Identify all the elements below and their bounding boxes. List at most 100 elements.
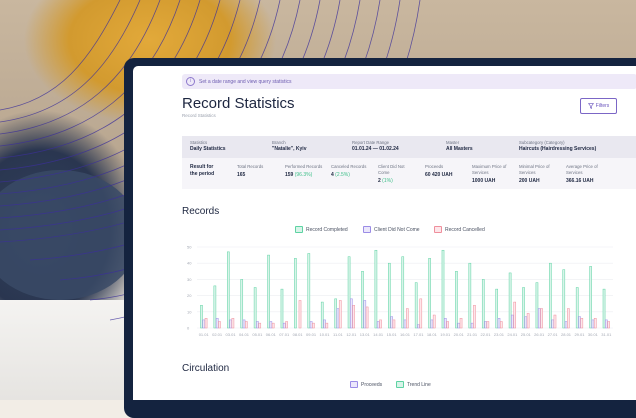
bar-record-cancelled (312, 322, 315, 329)
x-tick-label: 20.01 (454, 332, 465, 337)
bar-record-cancelled (499, 321, 503, 329)
bar-record-cancelled (513, 301, 517, 329)
filters-label: Filters (595, 103, 610, 109)
info-notice: i Set a date range and view query statis… (182, 74, 636, 89)
bar-record-cancelled (526, 313, 530, 329)
y-tick-label: 0 (187, 326, 190, 331)
legend-proceeds[interactable]: Proceeds (350, 381, 382, 388)
bar-client-did-not-come (242, 319, 246, 329)
breadcrumb[interactable]: Record Statistics (182, 113, 216, 118)
bar-record-completed (589, 266, 592, 329)
bar-record-completed (267, 254, 270, 329)
bar-client-did-not-come (497, 318, 501, 329)
bar-record-completed (522, 287, 525, 329)
bar-record-completed (294, 258, 297, 329)
bar-client-did-not-come (350, 298, 353, 329)
x-tick-label: 26.01 (534, 332, 545, 337)
circulation-section-title: Circulation (182, 363, 230, 374)
legend-record-cancelled[interactable]: Record Cancelled (434, 226, 485, 233)
y-tick-label: 30 (187, 277, 192, 282)
legend-swatch (363, 226, 371, 233)
bar-record-completed (549, 262, 552, 329)
x-tick-label: 31.01 (601, 332, 612, 337)
bar-record-cancelled (352, 305, 355, 329)
x-tick-label: 18.01 (427, 332, 438, 337)
legend-swatch (295, 226, 303, 233)
bar-client-did-not-come (457, 322, 461, 329)
y-tick-label: 20 (187, 293, 192, 298)
x-tick-label: 03.01 (226, 332, 237, 337)
summary-statistics: Statistics Daily Statistics (190, 140, 226, 152)
bar-record-cancelled (379, 319, 382, 329)
bar-record-completed (280, 288, 284, 329)
bar-record-cancelled (338, 300, 342, 329)
bar-record-completed (307, 253, 311, 329)
filter-icon (587, 103, 594, 109)
bar-record-cancelled (204, 318, 208, 329)
bar-record-cancelled (231, 318, 235, 329)
x-tick-label: 22.01 (481, 332, 492, 337)
bar-record-completed (374, 249, 378, 329)
legend-trend-line[interactable]: Trend Line (396, 381, 431, 388)
legend-record-completed[interactable]: Record Completed (295, 226, 348, 233)
bar-client-did-not-come (605, 319, 608, 329)
bar-record-cancelled (392, 319, 396, 329)
bar-record-completed (213, 285, 217, 329)
app-screen: i Set a date range and view query statis… (133, 66, 636, 400)
legend-client-did-not-come[interactable]: Client Did Not Come (363, 226, 420, 233)
bar-record-completed (602, 288, 606, 329)
info-icon: i (186, 77, 195, 86)
bar-client-did-not-come (444, 318, 447, 329)
x-tick-label: 09.01 (306, 332, 317, 337)
bar-record-cancelled (567, 308, 570, 329)
bar-record-completed (226, 251, 230, 329)
x-tick-label: 21.01 (467, 332, 478, 337)
stat-total-records: Total Records 165 (237, 164, 264, 178)
bar-client-did-not-come (269, 321, 273, 329)
bar-record-cancelled (365, 306, 369, 329)
bar-record-cancelled (553, 314, 557, 329)
bar-record-completed (401, 256, 405, 329)
x-tick-label: 25.01 (521, 332, 532, 337)
background-laptop (0, 300, 130, 400)
summary-date-range: Report Date Range 01.01.24 — 01.02.24 (352, 140, 399, 152)
bar-client-did-not-come (591, 319, 595, 329)
bar-record-cancelled (285, 321, 288, 329)
x-tick-label: 13.01 (360, 332, 371, 337)
y-tick-label: 40 (187, 261, 192, 266)
bar-record-cancelled (245, 321, 248, 329)
x-tick-label: 29.01 (574, 332, 585, 337)
bar-client-did-not-come (390, 316, 393, 329)
legend-swatch (434, 226, 442, 233)
bar-record-cancelled (406, 308, 409, 329)
bar-record-cancelled (486, 321, 490, 329)
bar-client-did-not-come (229, 319, 232, 329)
records-section-title: Records (182, 206, 220, 217)
bar-record-completed (361, 271, 364, 329)
bar-client-did-not-come (282, 322, 286, 329)
records-chart: 0 10 20 30 40 50 01.01 02.01 03.01 04.01 05.01 06.0… (187, 245, 613, 337)
bar-record-cancelled (473, 305, 476, 329)
bar-client-did-not-come (403, 319, 407, 329)
bar-record-completed (575, 287, 579, 329)
x-tick-label: 11.01 (333, 332, 343, 337)
stat-performed-records: Performed Records 159 (96.3%) (285, 164, 323, 178)
bar-record-cancelled (325, 322, 329, 329)
bar-client-did-not-come (363, 300, 367, 329)
bar-client-did-not-come (511, 314, 514, 329)
bar-record-completed (508, 272, 512, 329)
x-tick-label: 30.01 (588, 332, 599, 337)
x-tick-label: 07.01 (279, 332, 290, 337)
bar-record-cancelled (540, 308, 543, 329)
result-title: Result for the period (190, 164, 215, 177)
filters-button[interactable]: Filters (580, 98, 617, 114)
bar-record-completed (388, 262, 391, 329)
x-tick-label: 08.01 (293, 332, 304, 337)
bar-record-cancelled (580, 318, 584, 329)
summary-master: Master All Masters (446, 140, 473, 152)
bar-record-completed (347, 256, 351, 329)
x-tick-label: 24.01 (507, 332, 518, 337)
bar-record-cancelled (446, 321, 449, 329)
x-tick-label: 12.01 (346, 332, 357, 337)
bar-client-did-not-come (215, 318, 219, 329)
